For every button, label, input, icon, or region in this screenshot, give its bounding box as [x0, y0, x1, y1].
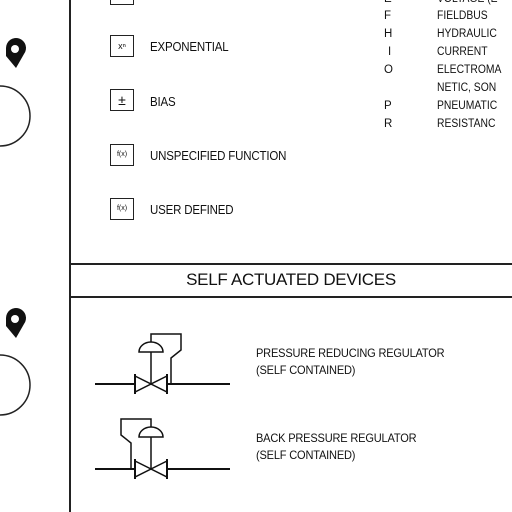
back-pressure-regulator-label: BACK PRESSURE REGULATOR (SELF CONTAINED)	[256, 430, 417, 464]
section-title: SELF ACTUATED DEVICES	[186, 270, 396, 289]
signal-meaning: NETIC, SON	[437, 82, 497, 94]
unspecified-function-label: UNSPECIFIED FUNCTION	[150, 149, 287, 163]
map-pin-icon	[6, 308, 26, 338]
user-defined-symbol: f(x)	[116, 205, 128, 212]
back-pressure-regulator-icon	[95, 418, 230, 479]
signal-meaning: VOLTAGE (E	[437, 0, 498, 5]
section-bottom-rule	[70, 296, 512, 298]
signal-code: H	[384, 28, 393, 40]
signal-code: F	[384, 10, 392, 22]
exponential-symbol-box: xⁿ	[110, 35, 134, 57]
unspecified-function-symbol-box: f(x)	[110, 144, 134, 166]
pressure-reducing-regulator-icon	[95, 333, 230, 394]
bias-label: BIAS	[150, 95, 176, 109]
device-line1: PRESSURE REDUCING REGULATOR	[256, 346, 445, 360]
section-top-rule	[70, 263, 512, 265]
signal-meaning: RESISTANC	[437, 118, 496, 130]
signal-code: O	[384, 64, 393, 76]
device-line2: (SELF CONTAINED)	[256, 363, 356, 377]
left-margin-symbols	[0, 38, 31, 416]
partial-circle-shape	[0, 354, 31, 416]
signal-code: E	[384, 0, 392, 5]
bias-symbol-box: ±	[110, 89, 134, 111]
signal-code: I	[388, 46, 392, 58]
signal-meaning: HYDRAULIC	[437, 28, 497, 40]
user-defined-symbol-box: f(x)	[110, 198, 134, 220]
signal-meaning: PNEUMATIC	[437, 100, 498, 112]
frame-vertical-line	[69, 0, 71, 512]
signal-code: R	[384, 118, 393, 130]
signal-code: P	[384, 100, 392, 112]
exponential-symbol: xⁿ	[118, 41, 126, 51]
device-line2: (SELF CONTAINED)	[256, 448, 356, 462]
signal-meaning: ELECTROMA	[437, 64, 502, 76]
pressure-reducing-regulator-label: PRESSURE REDUCING REGULATOR (SELF CONTAI…	[256, 345, 445, 379]
unspecified-function-symbol: f(x)	[116, 151, 128, 158]
device-line1: BACK PRESSURE REGULATOR	[256, 431, 417, 445]
partial-circle-shape	[0, 85, 31, 147]
exponential-symbol-box	[110, 0, 134, 5]
signal-meaning: FIELDBUS	[437, 10, 488, 22]
exponential-label: EXPONENTIAL	[150, 40, 229, 54]
map-pin-icon	[6, 38, 26, 68]
user-defined-label: USER DEFINED	[150, 203, 234, 217]
signal-meaning: CURRENT	[437, 46, 488, 58]
bias-symbol: ±	[118, 92, 126, 108]
